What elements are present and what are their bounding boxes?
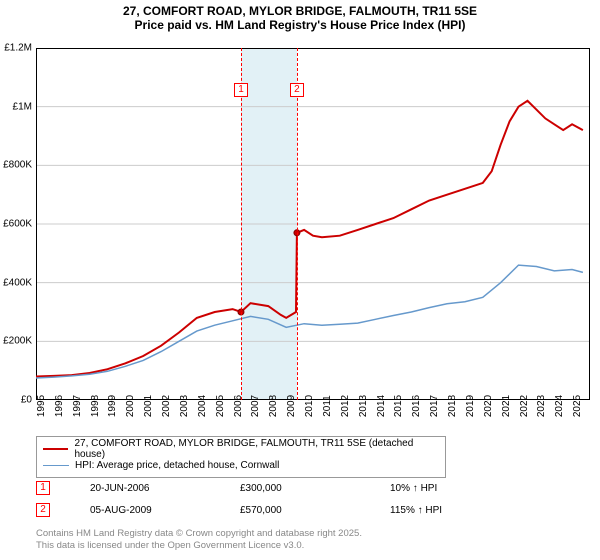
series-hpi bbox=[36, 265, 583, 378]
x-tick-label: 1997 bbox=[72, 395, 83, 417]
x-tick-label: 1998 bbox=[90, 395, 101, 417]
x-tick-label: 1999 bbox=[107, 395, 118, 417]
legend-label: HPI: Average price, detached house, Corn… bbox=[75, 460, 279, 471]
x-tick-label: 2002 bbox=[161, 395, 172, 417]
legend-swatch bbox=[43, 465, 69, 466]
x-tick-label: 1995 bbox=[36, 395, 47, 417]
x-tick-label: 2017 bbox=[429, 395, 440, 417]
y-tick-label: £200K bbox=[3, 336, 32, 347]
y-tick-label: £0 bbox=[21, 395, 32, 406]
x-tick-label: 1996 bbox=[54, 395, 65, 417]
x-tick-label: 2004 bbox=[197, 395, 208, 417]
x-tick-label: 2018 bbox=[447, 395, 458, 417]
x-tick-label: 2008 bbox=[268, 395, 279, 417]
marker-dashed-line bbox=[241, 48, 242, 400]
x-tick-label: 2006 bbox=[233, 395, 244, 417]
y-tick-label: £800K bbox=[3, 160, 32, 171]
x-tick-label: 2024 bbox=[554, 395, 565, 417]
x-tick-label: 2010 bbox=[304, 395, 315, 417]
x-tick-label: 2001 bbox=[143, 395, 154, 417]
annotation-hpi-delta: 115% ↑ HPI bbox=[390, 505, 540, 516]
y-tick-label: £400K bbox=[3, 277, 32, 288]
x-tick-label: 2007 bbox=[250, 395, 261, 417]
annotation-date: 20-JUN-2006 bbox=[90, 483, 240, 494]
x-tick-label: 2011 bbox=[322, 395, 333, 417]
y-tick-label: £1.2M bbox=[4, 43, 32, 54]
marker-box: 2 bbox=[290, 83, 304, 97]
x-tick-label: 2000 bbox=[125, 395, 136, 417]
chart-svg bbox=[36, 48, 590, 400]
x-tick-label: 2016 bbox=[411, 395, 422, 417]
x-tick-label: 2012 bbox=[340, 395, 351, 417]
legend-box: 27, COMFORT ROAD, MYLOR BRIDGE, FALMOUTH… bbox=[36, 436, 446, 478]
x-tick-label: 2022 bbox=[519, 395, 530, 417]
x-tick-label: 2005 bbox=[215, 395, 226, 417]
annotation-price: £570,000 bbox=[240, 505, 390, 516]
chart-area: 12 bbox=[36, 48, 590, 400]
x-tick-label: 2013 bbox=[358, 395, 369, 417]
footer-block: Contains HM Land Registry data © Crown c… bbox=[36, 528, 362, 553]
annotation-marker: 1 bbox=[36, 481, 50, 495]
annotation-price: £300,000 bbox=[240, 483, 390, 494]
annotation-row: 1 20-JUN-2006£300,00010% ↑ HPI bbox=[36, 478, 590, 498]
title-line-2: Price paid vs. HM Land Registry's House … bbox=[0, 18, 600, 32]
y-tick-label: £1M bbox=[13, 101, 32, 112]
annotation-marker: 2 bbox=[36, 503, 50, 517]
y-axis-labels: £0£200K£400K£600K£800K£1M£1.2M bbox=[0, 48, 34, 400]
annotation-row: 2 05-AUG-2009£570,000115% ↑ HPI bbox=[36, 500, 590, 520]
x-tick-label: 2023 bbox=[536, 395, 547, 417]
chart-title-block: 27, COMFORT ROAD, MYLOR BRIDGE, FALMOUTH… bbox=[0, 0, 600, 32]
x-tick-label: 2020 bbox=[483, 395, 494, 417]
annotation-date: 05-AUG-2009 bbox=[90, 505, 240, 516]
x-tick-label: 2009 bbox=[286, 395, 297, 417]
footer-line-1: Contains HM Land Registry data © Crown c… bbox=[36, 528, 362, 540]
marker-dashed-line bbox=[297, 48, 298, 400]
title-line-1: 27, COMFORT ROAD, MYLOR BRIDGE, FALMOUTH… bbox=[0, 4, 600, 18]
footer-line-2: This data is licensed under the Open Gov… bbox=[36, 540, 362, 552]
x-tick-label: 2014 bbox=[376, 395, 387, 417]
y-tick-label: £600K bbox=[3, 219, 32, 230]
series-price_paid bbox=[36, 101, 583, 377]
x-tick-label: 2003 bbox=[179, 395, 190, 417]
marker-box: 1 bbox=[234, 83, 248, 97]
annotations-block: 1 20-JUN-2006£300,00010% ↑ HPI 2 05-AUG-200… bbox=[36, 478, 590, 522]
x-tick-label: 2019 bbox=[465, 395, 476, 417]
legend-label: 27, COMFORT ROAD, MYLOR BRIDGE, FALMOUTH… bbox=[74, 438, 439, 460]
legend-swatch bbox=[43, 448, 68, 450]
legend-row: 27, COMFORT ROAD, MYLOR BRIDGE, FALMOUTH… bbox=[43, 441, 439, 457]
annotation-hpi-delta: 10% ↑ HPI bbox=[390, 483, 540, 494]
x-tick-label: 2025 bbox=[572, 395, 583, 417]
x-tick-label: 2021 bbox=[501, 395, 512, 417]
x-tick-label: 2015 bbox=[393, 395, 404, 417]
